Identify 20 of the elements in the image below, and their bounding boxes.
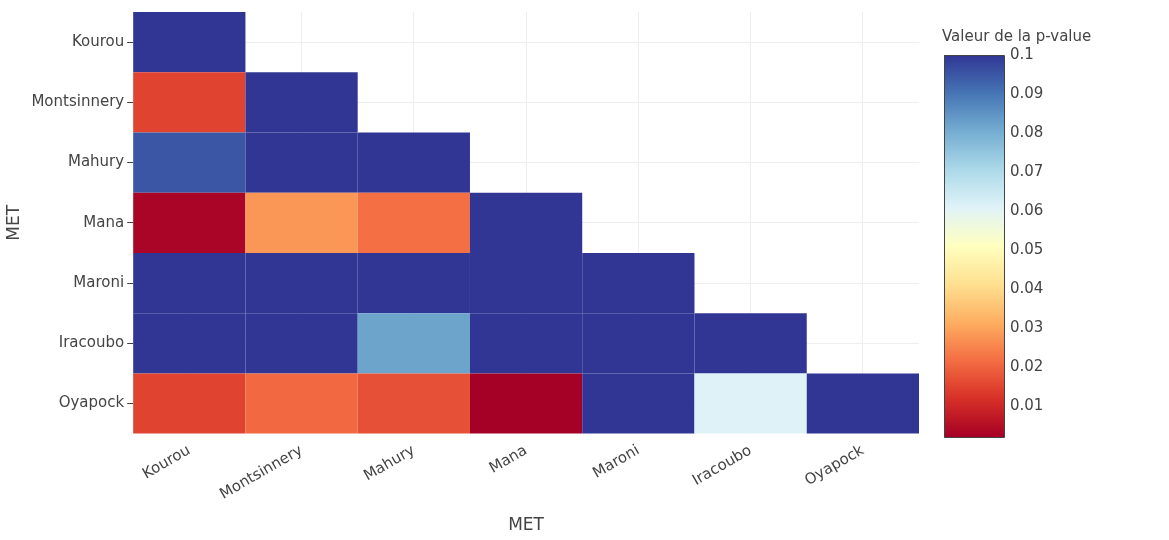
color-bar-label: 0.05 — [1010, 239, 1044, 258]
y-tick-label: Maroni — [73, 272, 125, 291]
x-axis-title: MET — [508, 514, 545, 535]
color-bar-label: 0.01 — [1010, 395, 1044, 414]
color-bar-label: 0.08 — [1010, 122, 1044, 141]
color-bar-label: 0.04 — [1010, 278, 1044, 297]
color-bar-label: 0.02 — [1010, 356, 1044, 375]
y-axis-title: MET — [2, 204, 23, 241]
color-bar-label: 0.03 — [1010, 317, 1044, 336]
y-tick-label: Iracoubo — [58, 333, 125, 352]
color-bar-label: 0.07 — [1010, 161, 1044, 180]
y-tick-label: Kourou — [71, 32, 125, 51]
y-tick-label: Mana — [83, 212, 125, 231]
y-tick-label: Mahury — [67, 152, 125, 171]
y-tick-label: Oyapock — [58, 393, 125, 412]
y-tick-label: Montsinnery — [31, 92, 125, 111]
color-bar-title: Valeur de la p-value — [942, 27, 1092, 46]
color-bar-label: 0.1 — [1010, 44, 1034, 63]
color-bar-label: 0.06 — [1010, 200, 1044, 219]
color-bar-label: 0.09 — [1010, 83, 1044, 102]
